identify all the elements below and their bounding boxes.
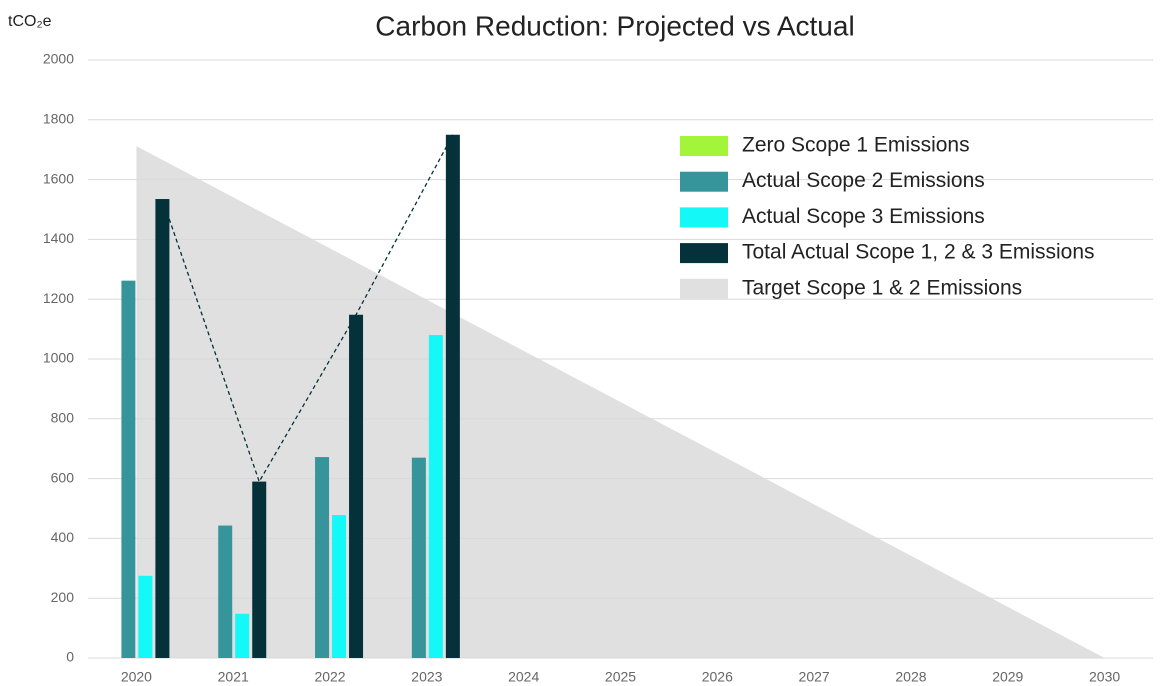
bar [315,457,330,658]
y-tick-label: 1400 [43,230,74,246]
legend-swatch [680,136,728,156]
bar [121,280,136,658]
legend-label: Actual Scope 3 Emissions [742,205,985,228]
legend-swatch [680,243,728,264]
x-tick-label: 2022 [314,669,345,685]
target-area [136,146,1105,658]
y-tick-label: 0 [66,649,74,665]
total-trend-line [161,134,454,484]
bar [411,457,426,658]
y-tick-label: 200 [51,589,75,605]
x-tick-label: 2026 [702,669,733,685]
y-tick-label: 400 [51,529,75,545]
y-axis-label: tCO₂e [8,13,52,30]
bar [138,575,153,658]
y-tick-label: 800 [51,410,75,426]
bar [349,314,364,658]
bar [332,515,347,658]
x-tick-label: 2027 [799,669,830,685]
x-tick-label: 2023 [411,669,442,685]
legend-label: Actual Scope 2 Emissions [742,169,985,192]
bar [235,613,250,658]
legend-label: Target Scope 1 & 2 Emissions [742,276,1022,299]
y-tick-label: 1600 [43,170,74,186]
x-tick-label: 2030 [1089,669,1120,685]
bar [428,335,443,658]
bar [155,199,170,658]
y-tick-label: 1200 [43,290,74,306]
bar [252,481,267,658]
x-tick-label: 2028 [895,669,926,685]
bar [445,134,460,658]
x-tick-label: 2025 [605,669,636,685]
y-tick-label: 600 [51,469,75,485]
x-tick-label: 2021 [218,669,249,685]
y-tick-label: 1000 [43,350,74,366]
bar [218,525,233,658]
y-tick-label: 2000 [43,51,74,67]
x-tick-label: 2024 [508,669,539,685]
legend-label: Total Actual Scope 1, 2 & 3 Emissions [742,241,1095,264]
legend-swatch [680,278,728,299]
y-tick-label: 1800 [43,111,74,127]
legend-label: Zero Scope 1 Emissions [742,134,970,157]
chart-title: Carbon Reduction: Projected vs Actual [375,10,854,41]
legend-swatch [680,171,728,192]
x-tick-label: 2029 [992,669,1023,685]
legend-swatch [680,207,728,228]
x-tick-label: 2020 [121,669,152,685]
